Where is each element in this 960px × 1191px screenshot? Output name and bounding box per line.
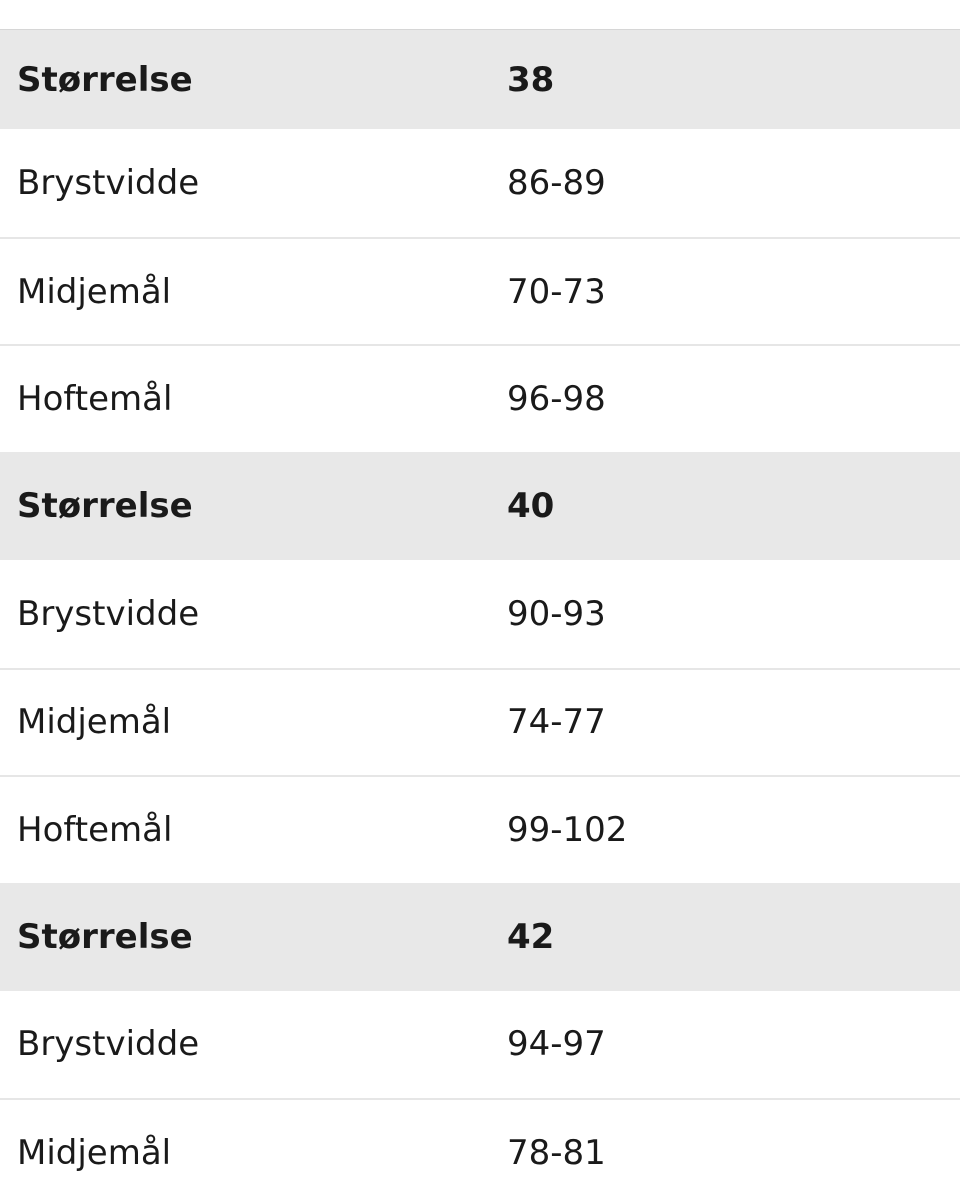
row-label: Hoftemål	[17, 379, 173, 420]
row-label: Brystvidde	[17, 162, 200, 203]
data-row: Brystvidde 90-93	[0, 560, 960, 668]
header-row: Størrelse 42	[0, 882, 960, 991]
data-row: Hoftemål 96-98	[0, 344, 960, 452]
header-row: Størrelse 40	[0, 452, 960, 560]
row-value: 96-98	[507, 379, 606, 420]
row-value: 94-97	[507, 1024, 606, 1065]
data-row: Midjemål 74-77	[0, 667, 960, 776]
row-label: Midjemål	[17, 702, 172, 743]
row-label: Størrelse	[17, 916, 193, 957]
header-row: Størrelse 38	[0, 30, 960, 129]
data-row: Brystvidde 94-97	[0, 991, 960, 1099]
row-label: Hoftemål	[17, 810, 173, 851]
row-label: Størrelse	[17, 59, 193, 100]
row-value: 70-73	[507, 271, 606, 312]
row-label: Størrelse	[17, 485, 193, 526]
row-value: 40	[507, 485, 555, 526]
row-value: 90-93	[507, 593, 606, 634]
row-value: 99-102	[507, 810, 628, 851]
row-value: 38	[507, 59, 555, 100]
data-row: Midjemål 70-73	[0, 236, 960, 345]
row-label: Brystvidde	[17, 1024, 200, 1065]
data-row: Hoftemål 99-102	[0, 775, 960, 883]
data-row: Brystvidde 86-89	[0, 129, 960, 237]
row-label: Brystvidde	[17, 593, 200, 634]
row-value: 86-89	[507, 162, 606, 203]
row-label: Midjemål	[17, 271, 172, 312]
row-value: 42	[507, 916, 555, 957]
row-label: Midjemål	[17, 1133, 172, 1174]
data-row: Midjemål 78-81	[0, 1098, 960, 1191]
row-value: 78-81	[507, 1133, 606, 1174]
row-value: 74-77	[507, 702, 606, 743]
